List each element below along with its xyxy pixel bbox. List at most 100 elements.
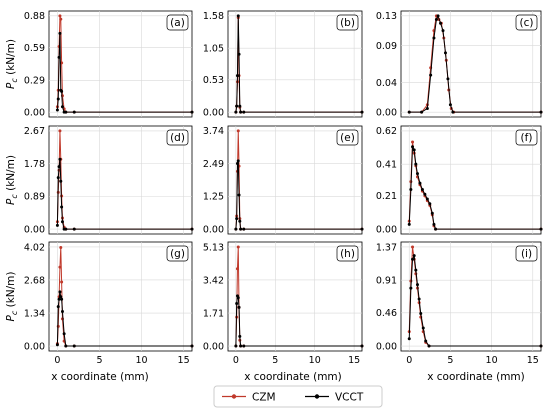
data-point-vcct [425, 106, 429, 110]
data-point-vcct [423, 192, 427, 196]
y-tick-label: 1.37 [376, 242, 397, 253]
data-point-vcct [237, 193, 241, 197]
data-point-vcct [421, 326, 425, 330]
x-tick-label: 5 [272, 355, 278, 366]
y-axis-label: Pc (kN/m) [5, 272, 19, 322]
y-tick-label: 0.13 [376, 11, 397, 22]
y-tick-label: 0.00 [376, 224, 397, 235]
data-point-vcct [56, 305, 60, 309]
data-point-vcct [412, 254, 416, 258]
y-tick-label: 0.00 [376, 107, 397, 118]
data-point-czm [236, 245, 240, 249]
y-tick-label: 0.41 [376, 159, 397, 170]
y-tick-label: 0.04 [376, 78, 397, 89]
panel-b: 1.58 1.05 0.53 0.00 (b) [203, 10, 364, 118]
data-point-vcct [409, 286, 413, 290]
data-point-vcct [441, 29, 445, 33]
y-tick-label: 0.00 [24, 341, 45, 352]
data-point-vcct [60, 297, 64, 301]
y-tick-label: 0.00 [203, 107, 224, 118]
data-point-vcct [425, 197, 429, 201]
panel-label: (h) [340, 248, 355, 260]
data-point-vcct [414, 268, 418, 272]
xlabel-col-1: x coordinate (mm) [51, 371, 149, 383]
panel-label-box [336, 14, 359, 31]
panel-h: 5.13 3.42 1.71 0.00 0 5 10 15 (h) [203, 241, 364, 366]
data-point-vcct [242, 110, 246, 114]
data-point-vcct [539, 227, 543, 231]
data-point-vcct [234, 227, 238, 231]
data-point-vcct [64, 110, 68, 114]
data-point-vcct [411, 145, 415, 149]
data-point-vcct [236, 14, 240, 18]
y-tick-label: 4.02 [24, 242, 45, 253]
data-point-vcct [411, 257, 415, 261]
data-point-czm [411, 140, 415, 144]
data-point-vcct [60, 105, 64, 109]
data-point-vcct [434, 227, 438, 231]
data-point-czm [411, 245, 415, 249]
x-tick-label: 0 [233, 355, 239, 366]
y-tick-label: 0.00 [376, 341, 397, 352]
data-point-vcct [60, 89, 64, 93]
data-point-vcct [428, 202, 432, 206]
y-tick-label: 0.00 [203, 224, 224, 235]
y-tick-label: 0.00 [24, 224, 45, 235]
panel-e: 3.74 2.49 1.25 0.00 (e) [203, 125, 364, 235]
data-point-vcct [235, 217, 239, 221]
data-point-vcct [58, 31, 62, 35]
y-tick-label: 1.78 [24, 159, 45, 170]
data-point-vcct [360, 227, 364, 231]
y-tick-label: 0.62 [376, 126, 397, 137]
data-point-czm [59, 245, 63, 249]
data-point-vcct [60, 220, 64, 224]
data-point-czm [58, 129, 62, 133]
data-point-vcct [418, 181, 422, 185]
data-point-vcct [419, 312, 423, 315]
data-point-vcct [434, 18, 438, 22]
y-axis-label: Pc (kN/m) [5, 39, 19, 89]
panel-label-box [336, 245, 359, 262]
data-point-vcct [62, 332, 66, 336]
legend-czm-marker [231, 394, 237, 399]
data-point-vcct [237, 52, 241, 56]
panel-f: 0.62 0.41 0.21 0.00 (f) [376, 125, 543, 235]
panel-c: 0.13 0.09 0.04 0.00 (c) [376, 10, 543, 118]
data-point-czm [58, 14, 62, 18]
data-point-vcct [55, 343, 59, 347]
y-tick-label: 1.34 [24, 308, 45, 319]
data-point-vcct [451, 110, 455, 114]
data-point-vcct [58, 290, 62, 294]
panel-label-box [515, 129, 538, 146]
x-tick-label: 5 [447, 355, 453, 366]
panel-label: (g) [170, 248, 185, 260]
y-axis-label: Pc (kN/m) [5, 155, 19, 205]
data-point-vcct [414, 162, 418, 166]
y-tick-label: 1.71 [203, 308, 224, 319]
data-point-vcct [190, 110, 194, 114]
panel-d: 2.67 1.78 0.89 0.00 (d) Pc (kN/m) [5, 125, 194, 235]
data-point-vcct [57, 55, 61, 59]
data-point-vcct [239, 227, 243, 231]
data-point-vcct [60, 205, 64, 209]
data-point-vcct [242, 344, 246, 348]
y-tick-label: 2.67 [24, 126, 45, 137]
data-point-vcct [235, 104, 239, 108]
data-point-vcct [424, 339, 428, 343]
data-point-vcct [235, 302, 239, 306]
data-point-vcct [235, 74, 239, 78]
panel-label-box [166, 245, 189, 262]
y-tick-label: 0.09 [376, 41, 397, 52]
data-point-vcct [429, 73, 433, 77]
y-tick-label: 0.89 [24, 192, 45, 203]
y-tick-label: 3.42 [203, 275, 224, 286]
legend-vcct-label: VCCT [335, 392, 364, 404]
data-point-vcct [439, 21, 443, 25]
data-point-vcct [56, 97, 60, 101]
data-point-vcct [415, 283, 419, 287]
panel-label: (a) [170, 17, 185, 29]
data-point-vcct [443, 51, 447, 55]
y-tick-label: 0.59 [24, 43, 45, 54]
data-point-vcct [60, 310, 64, 314]
data-point-vcct [55, 108, 59, 112]
